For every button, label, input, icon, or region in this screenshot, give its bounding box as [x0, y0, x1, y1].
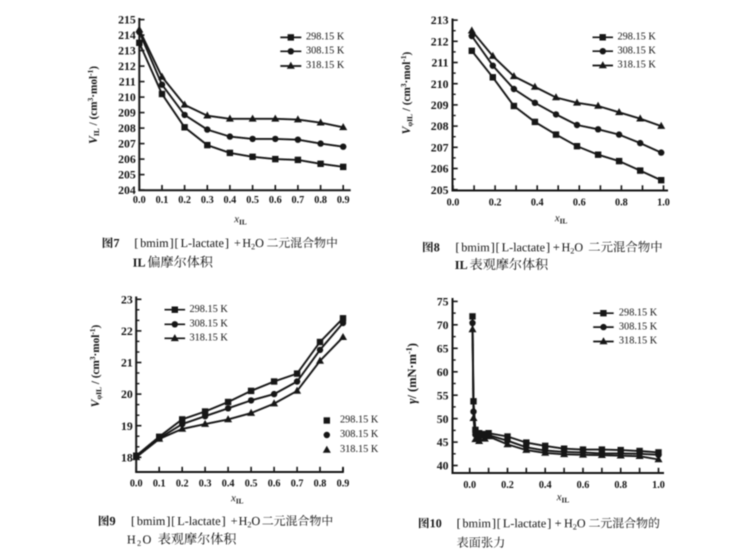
svg-text:65: 65: [437, 341, 449, 355]
svg-text:210: 210: [431, 77, 449, 91]
svg-text:208: 208: [431, 119, 449, 133]
svg-text:308.15 K: 308.15 K: [306, 46, 345, 57]
svg-text:308.15 K: 308.15 K: [340, 429, 379, 440]
svg-text:0.8: 0.8: [614, 480, 627, 491]
svg-text:55: 55: [437, 388, 449, 402]
svg-text:0.8: 0.8: [615, 198, 628, 209]
svg-text:23: 23: [121, 292, 133, 306]
svg-text:0.7: 0.7: [291, 479, 304, 490]
svg-text:207: 207: [431, 140, 449, 154]
svg-text:308.15 K: 308.15 K: [190, 319, 229, 330]
svg-text:207: 207: [118, 137, 136, 151]
svg-text:0.4: 0.4: [224, 195, 237, 206]
svg-text:40: 40: [437, 459, 449, 473]
svg-text:206: 206: [431, 162, 449, 176]
svg-text:204: 204: [118, 183, 136, 197]
svg-text:318.15 K: 318.15 K: [306, 60, 345, 71]
svg-text:70: 70: [437, 318, 449, 332]
svg-text:0.4: 0.4: [222, 479, 235, 490]
svg-text:206: 206: [118, 152, 136, 166]
svg-text:209: 209: [118, 106, 136, 120]
svg-text:18: 18: [121, 450, 133, 464]
svg-text:0.2: 0.2: [178, 195, 191, 206]
svg-text:308.15 K: 308.15 K: [619, 321, 658, 332]
svg-text:298.15 K: 298.15 K: [190, 304, 229, 315]
svg-text:0.6: 0.6: [269, 195, 282, 206]
svg-text:0.0: 0.0: [463, 480, 476, 491]
svg-text:298.15 K: 298.15 K: [340, 415, 379, 426]
svg-text:212: 212: [431, 34, 449, 48]
svg-text:0.9: 0.9: [337, 479, 350, 490]
svg-text:0.8: 0.8: [314, 195, 327, 206]
svg-text:0.3: 0.3: [201, 195, 214, 206]
svg-text:209: 209: [431, 98, 449, 112]
svg-text:211: 211: [119, 75, 136, 89]
svg-text:0.6: 0.6: [573, 198, 586, 209]
svg-text:211: 211: [431, 56, 448, 70]
svg-text:60: 60: [437, 365, 449, 379]
svg-text:0.5: 0.5: [246, 195, 259, 206]
svg-text:22: 22: [121, 324, 133, 338]
svg-text:214: 214: [118, 28, 136, 42]
svg-text:0.2: 0.2: [489, 198, 502, 209]
svg-text:205: 205: [431, 183, 449, 197]
svg-text:212: 212: [118, 59, 136, 73]
svg-text:215: 215: [118, 13, 136, 27]
svg-text:318.15 K: 318.15 K: [190, 333, 229, 344]
svg-text:208: 208: [118, 121, 136, 135]
svg-text:0.3: 0.3: [199, 479, 212, 490]
svg-text:0.0: 0.0: [133, 195, 146, 206]
svg-text:0.8: 0.8: [314, 479, 327, 490]
svg-text:0.0: 0.0: [130, 479, 143, 490]
svg-text:213: 213: [431, 13, 449, 27]
svg-text:0.6: 0.6: [577, 480, 590, 491]
svg-text:19: 19: [121, 419, 133, 433]
svg-text:0.0: 0.0: [447, 198, 460, 209]
svg-text:308.15 K: 308.15 K: [618, 45, 657, 56]
svg-text:298.15 K: 298.15 K: [619, 307, 658, 318]
svg-text:50: 50: [437, 412, 449, 426]
svg-text:20: 20: [121, 387, 133, 401]
svg-text:0.9: 0.9: [337, 195, 350, 206]
svg-text:298.15 K: 298.15 K: [306, 32, 345, 43]
svg-text:0.2: 0.2: [176, 479, 189, 490]
svg-text:0.6: 0.6: [268, 479, 281, 490]
svg-text:0.1: 0.1: [153, 479, 166, 490]
svg-text:0.4: 0.4: [539, 480, 552, 491]
svg-text:75: 75: [437, 295, 449, 309]
svg-text:0.5: 0.5: [245, 479, 258, 490]
svg-text:318.15 K: 318.15 K: [340, 444, 379, 455]
svg-text:1.0: 1.0: [652, 480, 665, 491]
svg-text:45: 45: [437, 435, 449, 449]
svg-text:1.0: 1.0: [657, 198, 670, 209]
svg-text:0.7: 0.7: [292, 195, 305, 206]
svg-text:213: 213: [118, 44, 136, 58]
svg-text:0.1: 0.1: [156, 195, 169, 206]
svg-text:0.2: 0.2: [501, 480, 514, 491]
svg-text:21: 21: [121, 356, 133, 370]
svg-text:318.15 K: 318.15 K: [619, 336, 658, 347]
svg-text:298.15 K: 298.15 K: [618, 32, 657, 43]
svg-text:0.4: 0.4: [531, 198, 544, 209]
svg-text:205: 205: [118, 168, 136, 182]
svg-text:210: 210: [118, 90, 136, 104]
svg-text:318.15 K: 318.15 K: [618, 60, 657, 71]
